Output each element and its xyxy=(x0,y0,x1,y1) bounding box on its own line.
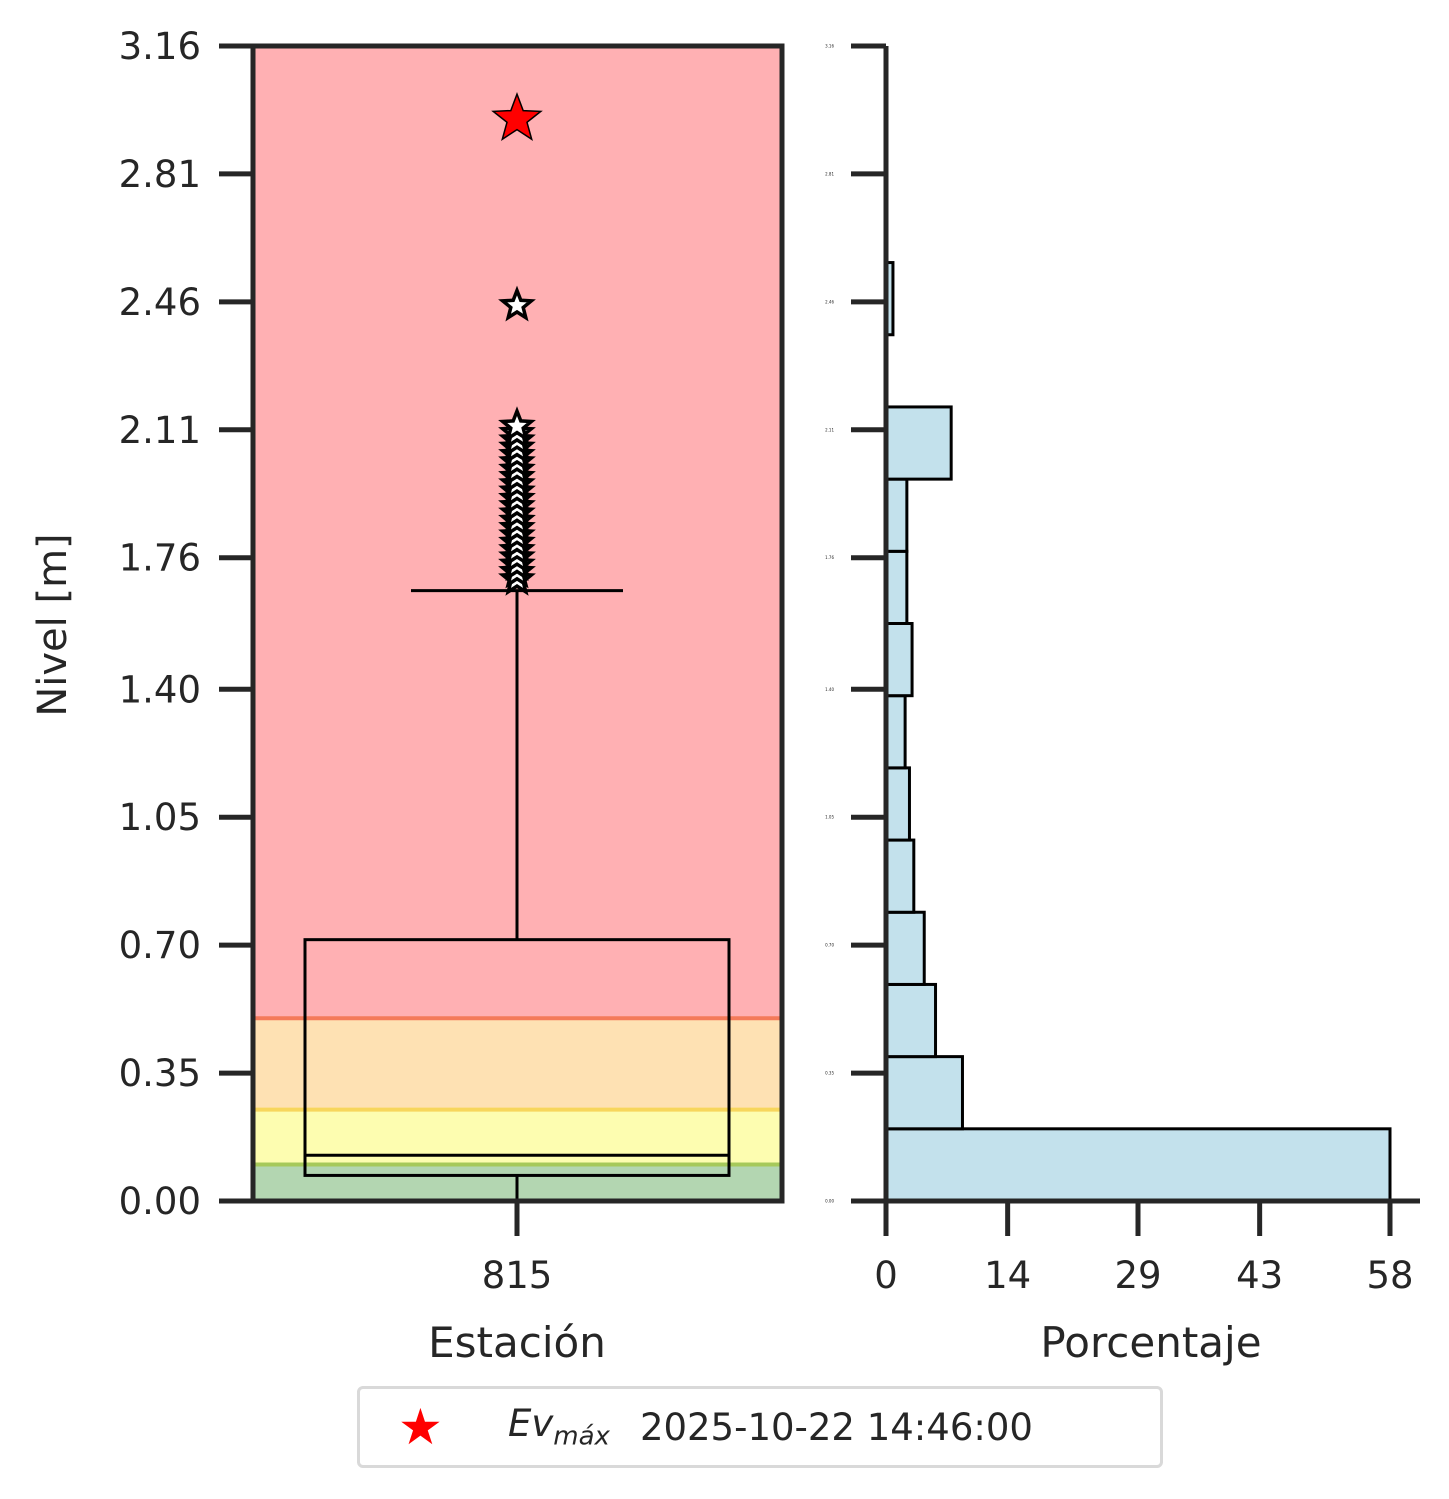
right-y-tick-label-6: 2.11 xyxy=(825,427,834,432)
left-y-tick-label-1: 0.35 xyxy=(119,1052,201,1095)
max-event-marker xyxy=(491,91,543,142)
right-y-tick-label-3: 1.05 xyxy=(825,815,834,820)
right-y-tick-label-1: 0.35 xyxy=(825,1071,834,1076)
right-y-tick-label-4: 1.40 xyxy=(825,687,834,692)
left-y-tick-label-8: 2.81 xyxy=(119,153,201,196)
chart-figure: 0.00 0.35 0.70 1.05 1.40 1.76 2.11 2.46 2.81 3.16… xyxy=(30,25,1420,1367)
left-y-axis: 0.00 0.35 0.70 1.05 1.40 1.76 2.11 2.46 2.81 3.16 xyxy=(119,25,253,1223)
left-y-tick-label-0: 0.00 xyxy=(119,1180,201,1223)
right-x-tick-label-2: 29 xyxy=(1114,1254,1161,1297)
histogram-bar-5 xyxy=(884,766,911,842)
legend: ★ Evmáx 2025-10-22 14:46:00 xyxy=(357,1386,1163,1468)
left-y-tick-label-3: 1.05 xyxy=(119,796,201,839)
right-x-axis-label: Porcentaje xyxy=(1040,1318,1261,1367)
histogram-bar-1 xyxy=(884,1055,964,1131)
right-y-tick-label-7: 2.46 xyxy=(825,299,834,304)
right-y-tick-label-8: 2.81 xyxy=(825,171,834,176)
left-y-tick-label-6: 2.11 xyxy=(119,409,201,452)
left-x-axis: 815 xyxy=(482,1201,553,1297)
left-x-tick-label-0: 815 xyxy=(482,1254,553,1297)
legend-date: 2025-10-22 14:46:00 xyxy=(639,1405,1033,1449)
histogram-bar-7 xyxy=(884,622,914,698)
histogram-bar-8 xyxy=(884,549,909,625)
histogram-bar-6 xyxy=(884,694,907,770)
right-y-axis: 0.00 0.35 0.70 1.05 1.40 1.76 2.11 2.46 2.81 3.16 xyxy=(825,43,886,1204)
left-y-tick-label-9: 3.16 xyxy=(119,25,201,68)
outlier-point-21 xyxy=(498,406,536,443)
left-x-axis-label: Estación xyxy=(428,1318,606,1367)
histogram-bar-0 xyxy=(884,1127,1392,1203)
right-y-tick-label-9: 3.16 xyxy=(825,44,834,49)
right-y-tick-label-2: 0.70 xyxy=(825,943,834,948)
legend-event-label: Evmáx xyxy=(508,1402,610,1451)
box-plot xyxy=(303,589,731,1201)
left-y-tick-label-2: 0.70 xyxy=(119,924,201,967)
histogram-bar-2 xyxy=(884,982,938,1059)
right-y-tick-label-0: 0.00 xyxy=(825,1199,834,1204)
right-y-tick-label-5: 1.76 xyxy=(825,555,834,560)
right-x-axis: 0 14 29 43 58 xyxy=(874,1201,1414,1297)
legend-star-icon: ★ xyxy=(398,1398,443,1456)
threshold-band-2 xyxy=(253,1018,782,1110)
histogram-bar-9 xyxy=(884,477,909,553)
legend-event-main: Ev xyxy=(508,1402,554,1446)
right-x-tick-label-3: 43 xyxy=(1236,1254,1283,1297)
box-iqr xyxy=(303,938,731,1177)
right-x-tick-label-4: 58 xyxy=(1366,1254,1413,1297)
histogram-bar-3 xyxy=(884,910,926,986)
right-x-tick-label-0: 0 xyxy=(874,1254,898,1297)
outlier-point-22 xyxy=(498,285,536,322)
legend-event-sub: máx xyxy=(553,1421,610,1452)
histogram-bars xyxy=(884,261,1392,1203)
outlier-markers xyxy=(491,91,543,596)
left-y-axis-label: Nivel [m] xyxy=(30,533,76,716)
right-x-tick-label-1: 14 xyxy=(984,1254,1031,1297)
histogram-bar-10 xyxy=(884,405,953,481)
left-y-tick-label-7: 2.46 xyxy=(119,281,201,324)
histogram-bar-4 xyxy=(884,838,916,914)
left-y-tick-label-4: 1.40 xyxy=(119,668,201,711)
left-y-tick-label-5: 1.76 xyxy=(119,537,201,580)
